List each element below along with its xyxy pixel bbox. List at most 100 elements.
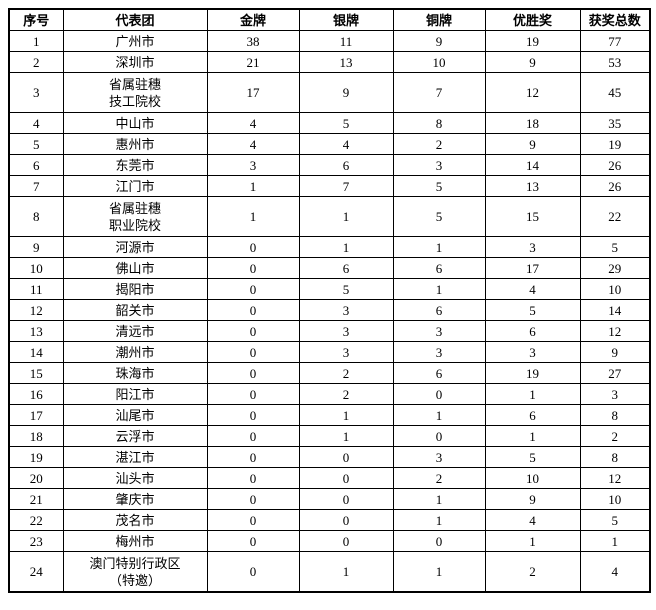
cell-index: 3 [8,72,64,113]
cell-gold: 0 [206,299,300,321]
cell-total: 35 [579,112,651,134]
cell-bronze: 5 [392,175,486,197]
table-row: 12 韶关市 0 3 6 5 14 [8,299,651,321]
table-row: 5 惠州市 4 4 2 9 19 [8,133,651,155]
table-row: 8 省属驻穗 职业院校 1 1 5 15 22 [8,196,651,237]
cell-total: 10 [579,488,651,510]
column-header-1: 代表团 [62,8,208,31]
cell-bronze: 9 [392,30,486,52]
cell-total: 12 [579,467,651,489]
cell-total: 2 [579,425,651,447]
cell-delegation: 韶关市 [62,299,208,321]
cell-index: 23 [8,530,64,552]
table-row: 9 河源市 0 1 1 3 5 [8,236,651,258]
cell-total: 53 [579,51,651,73]
cell-delegation: 中山市 [62,112,208,134]
cell-merit: 1 [484,530,581,552]
cell-merit: 9 [484,51,581,73]
cell-bronze: 2 [392,467,486,489]
cell-bronze: 0 [392,425,486,447]
cell-gold: 0 [206,278,300,300]
table-row: 19 湛江市 0 0 3 5 8 [8,446,651,468]
cell-silver: 13 [298,51,394,73]
cell-total: 27 [579,362,651,384]
cell-merit: 14 [484,154,581,176]
column-header-5: 优胜奖 [484,8,581,31]
cell-total: 8 [579,446,651,468]
column-header-6: 获奖总数 [579,8,651,31]
cell-bronze: 6 [392,257,486,279]
cell-gold: 0 [206,320,300,342]
cell-bronze: 1 [392,404,486,426]
cell-merit: 9 [484,488,581,510]
cell-gold: 0 [206,488,300,510]
cell-silver: 7 [298,175,394,197]
cell-delegation: 江门市 [62,175,208,197]
table-row: 1 广州市 38 11 9 19 77 [8,30,651,52]
cell-index: 21 [8,488,64,510]
cell-index: 6 [8,154,64,176]
cell-silver: 0 [298,530,394,552]
cell-delegation: 潮州市 [62,341,208,363]
cell-index: 16 [8,383,64,405]
table-row: 17 汕尾市 0 1 1 6 8 [8,404,651,426]
cell-delegation: 东莞市 [62,154,208,176]
table-row: 18 云浮市 0 1 0 1 2 [8,425,651,447]
cell-total: 14 [579,299,651,321]
cell-silver: 6 [298,257,394,279]
table-row: 6 东莞市 3 6 3 14 26 [8,154,651,176]
cell-total: 29 [579,257,651,279]
cell-merit: 3 [484,341,581,363]
cell-bronze: 7 [392,72,486,113]
cell-silver: 5 [298,112,394,134]
cell-total: 5 [579,236,651,258]
cell-bronze: 6 [392,299,486,321]
cell-delegation: 汕尾市 [62,404,208,426]
cell-silver: 3 [298,320,394,342]
table-row: 23 梅州市 0 0 0 1 1 [8,530,651,552]
cell-gold: 17 [206,72,300,113]
cell-silver: 11 [298,30,394,52]
cell-silver: 6 [298,154,394,176]
cell-silver: 4 [298,133,394,155]
cell-silver: 1 [298,404,394,426]
cell-delegation: 阳江市 [62,383,208,405]
cell-merit: 19 [484,30,581,52]
cell-index: 24 [8,551,64,593]
cell-gold: 0 [206,551,300,593]
cell-silver: 0 [298,488,394,510]
cell-merit: 10 [484,467,581,489]
cell-gold: 4 [206,133,300,155]
cell-gold: 0 [206,362,300,384]
medal-table: 序号 代表团 金牌 银牌 铜牌 优胜奖 获奖总数 1 广州市 38 11 9 19 77 2 深圳市 21 13… [8,8,651,593]
cell-delegation: 揭阳市 [62,278,208,300]
cell-gold: 0 [206,425,300,447]
cell-bronze: 3 [392,446,486,468]
cell-total: 4 [579,551,651,593]
cell-silver: 1 [298,196,394,237]
cell-merit: 6 [484,320,581,342]
cell-merit: 2 [484,551,581,593]
cell-total: 9 [579,341,651,363]
cell-total: 8 [579,404,651,426]
cell-bronze: 1 [392,236,486,258]
cell-merit: 6 [484,404,581,426]
cell-gold: 0 [206,257,300,279]
cell-index: 4 [8,112,64,134]
cell-index: 19 [8,446,64,468]
cell-gold: 4 [206,112,300,134]
cell-index: 11 [8,278,64,300]
cell-total: 12 [579,320,651,342]
cell-silver: 3 [298,341,394,363]
cell-gold: 0 [206,509,300,531]
cell-total: 22 [579,196,651,237]
cell-delegation: 广州市 [62,30,208,52]
cell-index: 18 [8,425,64,447]
cell-total: 19 [579,133,651,155]
cell-total: 1 [579,530,651,552]
cell-merit: 12 [484,72,581,113]
cell-bronze: 8 [392,112,486,134]
cell-delegation: 云浮市 [62,425,208,447]
cell-delegation: 梅州市 [62,530,208,552]
